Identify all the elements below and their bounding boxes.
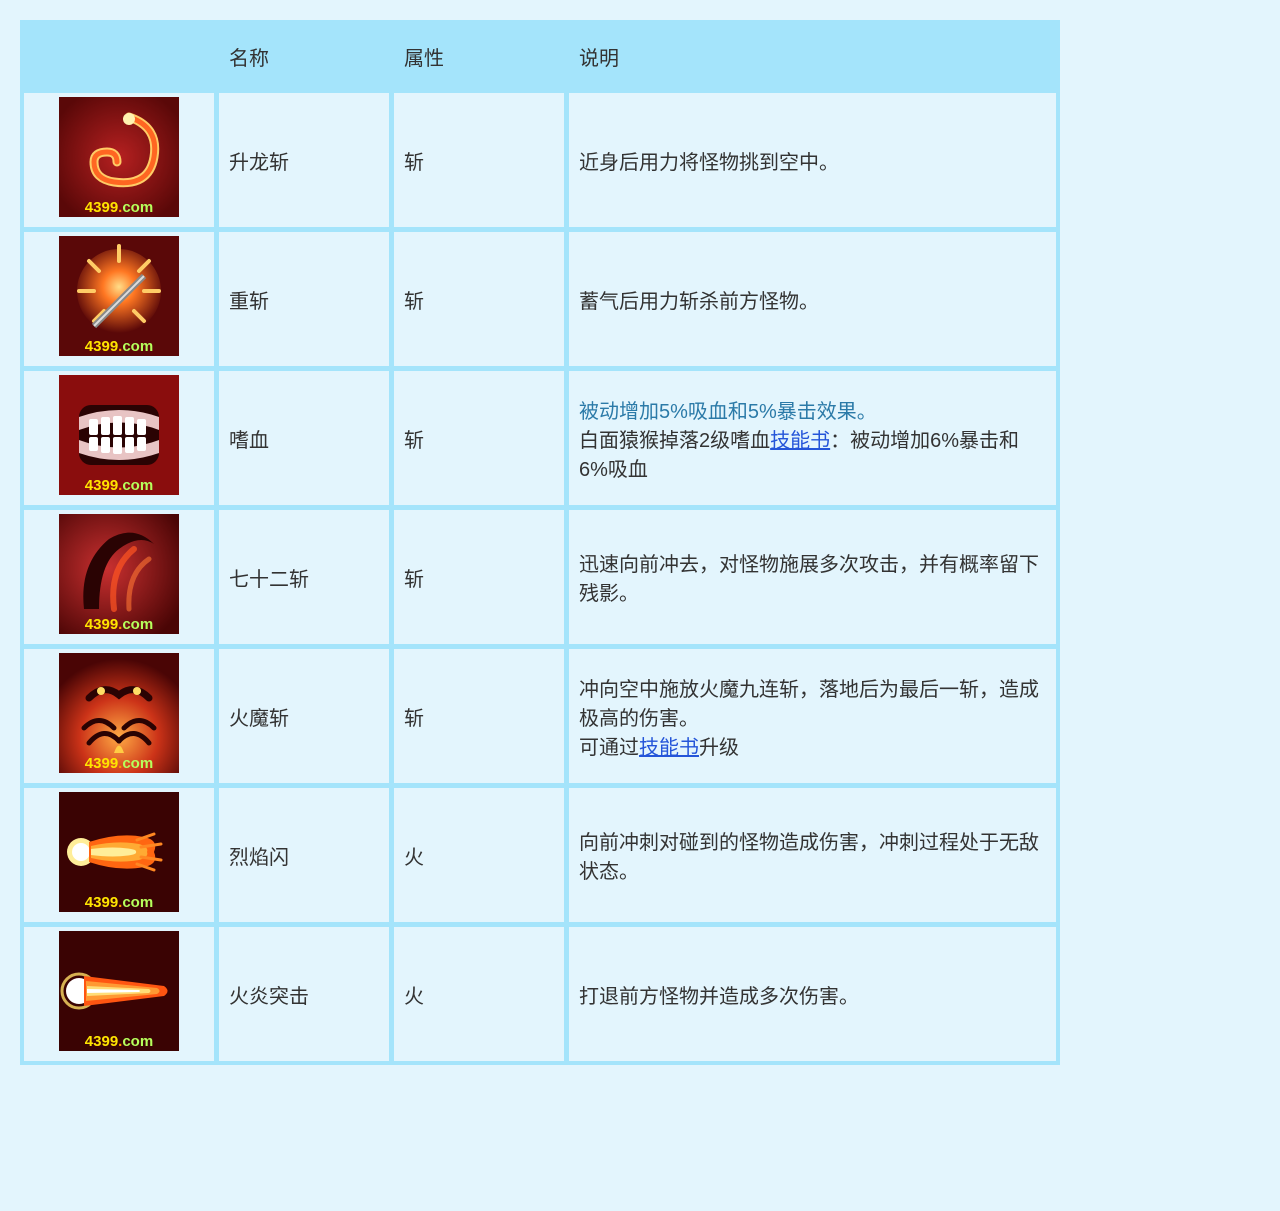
watermark: 4399.com (59, 755, 179, 772)
skill-name: 重斩 (218, 231, 390, 367)
header-name: 名称 (218, 23, 390, 89)
seventy-two-icon: 4399.com (59, 514, 179, 634)
icon-cell: 4399.com (23, 370, 215, 506)
blaze-flash-icon: 4399.com (59, 792, 179, 912)
skill-attr: 火 (393, 787, 565, 923)
skill-attr: 斩 (393, 648, 565, 784)
skill-name: 火炎突击 (218, 926, 390, 1062)
skill-name: 升龙斩 (218, 92, 390, 228)
heavy-slash-icon: 4399.com (59, 236, 179, 356)
header-desc: 说明 (568, 23, 1057, 89)
skill-desc: 迅速向前冲去，对怪物施展多次攻击，并有概率留下残影。 (568, 509, 1057, 645)
icon-cell: 4399.com (23, 648, 215, 784)
table-row: 4399.com 火炎突击火打退前方怪物并造成多次伤害。 (23, 926, 1057, 1062)
header-icon (23, 23, 215, 89)
table-row: 4399.com 升龙斩斩近身后用力将怪物挑到空中。 (23, 92, 1057, 228)
skill-attr: 斩 (393, 92, 565, 228)
watermark: 4399.com (59, 199, 179, 216)
fire-demon-icon: 4399.com (59, 653, 179, 773)
watermark: 4399.com (59, 477, 179, 494)
flame-assault-icon: 4399.com (59, 931, 179, 1051)
skill-attr: 斩 (393, 231, 565, 367)
watermark: 4399.com (59, 616, 179, 633)
skill-desc: 冲向空中施放火魔九连斩，落地后为最后一斩，造成极高的伤害。可通过技能书升级 (568, 648, 1057, 784)
skill-desc: 近身后用力将怪物挑到空中。 (568, 92, 1057, 228)
watermark: 4399.com (59, 1033, 179, 1050)
skill-book-link[interactable]: 技能书 (639, 737, 699, 759)
table-row: 4399.com 火魔斩斩冲向空中施放火魔九连斩，落地后为最后一斩，造成极高的伤害… (23, 648, 1057, 784)
table-row: 4399.com 烈焰闪火向前冲刺对碰到的怪物造成伤害，冲刺过程处于无敌状态。 (23, 787, 1057, 923)
watermark: 4399.com (59, 338, 179, 355)
table-row: 4399.com 七十二斩斩迅速向前冲去，对怪物施展多次攻击，并有概率留下残影。 (23, 509, 1057, 645)
skill-book-link[interactable]: 技能书 (770, 430, 830, 452)
skills-table: 名称 属性 说明 4399.com升龙斩斩近身后用力将怪物挑到空中。4399.c… (20, 20, 1060, 1065)
skill-attr: 火 (393, 926, 565, 1062)
highlight-text: 被动增加5%吸血和5%暴击效果。 (579, 401, 877, 423)
skill-name: 嗜血 (218, 370, 390, 506)
icon-cell: 4399.com (23, 509, 215, 645)
skill-name: 烈焰闪 (218, 787, 390, 923)
icon-cell: 4399.com (23, 92, 215, 228)
table-row: 4399.com 重斩斩蓄气后用力斩杀前方怪物。 (23, 231, 1057, 367)
icon-cell: 4399.com (23, 787, 215, 923)
header-row: 名称 属性 说明 (23, 23, 1057, 89)
watermark: 4399.com (59, 894, 179, 911)
skill-desc: 向前冲刺对碰到的怪物造成伤害，冲刺过程处于无敌状态。 (568, 787, 1057, 923)
skill-attr: 斩 (393, 509, 565, 645)
table-row: 4399.com 嗜血斩被动增加5%吸血和5%暴击效果。白面猿猴掉落2级嗜血技能书… (23, 370, 1057, 506)
icon-cell: 4399.com (23, 231, 215, 367)
skill-attr: 斩 (393, 370, 565, 506)
skill-name: 火魔斩 (218, 648, 390, 784)
skill-desc: 打退前方怪物并造成多次伤害。 (568, 926, 1057, 1062)
header-attr: 属性 (393, 23, 565, 89)
skill-name: 七十二斩 (218, 509, 390, 645)
dragon-rise-icon: 4399.com (59, 97, 179, 217)
skill-desc: 蓄气后用力斩杀前方怪物。 (568, 231, 1057, 367)
bloodlust-icon: 4399.com (59, 375, 179, 495)
icon-cell: 4399.com (23, 926, 215, 1062)
skill-desc: 被动增加5%吸血和5%暴击效果。白面猿猴掉落2级嗜血技能书：被动增加6%暴击和6… (568, 370, 1057, 506)
